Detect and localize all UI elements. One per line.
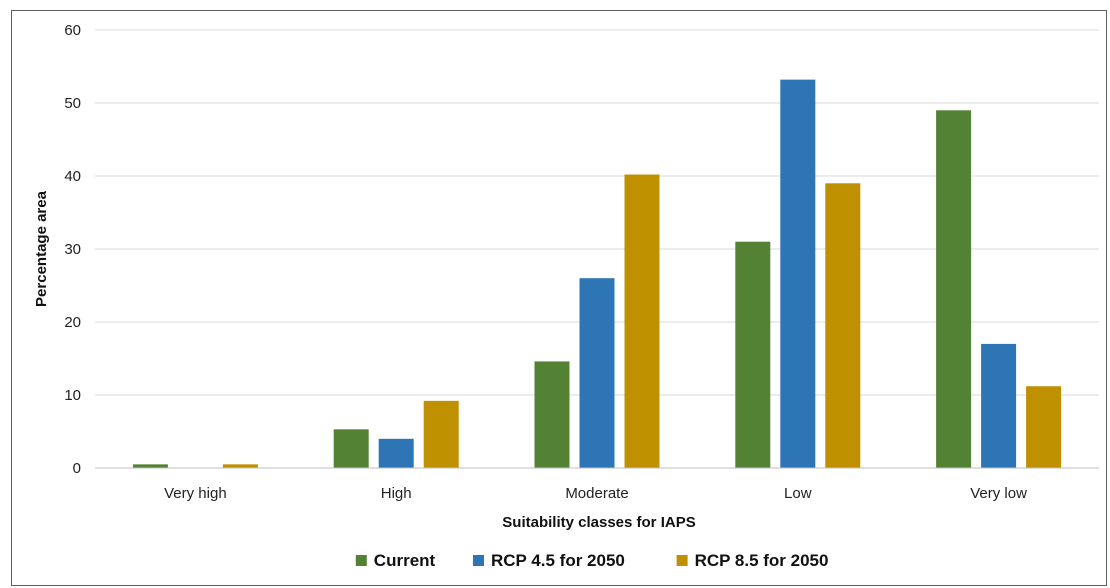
bar (981, 343, 1017, 468)
legend-swatch (473, 555, 484, 566)
x-tick-label: Very high (164, 485, 227, 502)
bar (825, 183, 861, 469)
chart-frame: 0 10 20 30 40 50 60 Very high High Moderate Low Ve… (11, 10, 1107, 586)
y-tick-label: 50 (64, 95, 81, 112)
legend-label: RCP 4.5 for 2050 (491, 551, 625, 570)
gridlines (95, 29, 1099, 396)
x-tick-label: High (381, 485, 412, 502)
x-tick-label: Very low (970, 485, 1027, 502)
bar (423, 400, 459, 468)
bar (333, 429, 369, 468)
bar (378, 438, 414, 468)
x-axis-label: Suitability classes for IAPS (502, 514, 695, 531)
bar (579, 278, 615, 468)
legend-swatch (676, 555, 688, 566)
y-axis-label: Percentage area (33, 190, 50, 307)
legend-label: RCP 8.5 for 2050 (695, 551, 829, 570)
x-axis-ticks: Very high High Moderate Low Very low (164, 485, 1027, 502)
y-tick-label: 0 (73, 460, 81, 477)
bar (132, 464, 168, 468)
x-tick-label: Moderate (565, 485, 628, 502)
x-tick-label: Low (784, 485, 812, 502)
bar (1026, 386, 1062, 468)
legend-swatch (355, 555, 367, 566)
y-tick-label: 20 (64, 314, 81, 331)
bar (936, 110, 972, 469)
y-tick-label: 30 (64, 241, 81, 258)
y-tick-label: 60 (64, 22, 81, 39)
legend-label: Current (374, 551, 436, 570)
y-tick-label: 40 (64, 168, 81, 185)
bar (735, 241, 771, 468)
y-axis-ticks: 0 10 20 30 40 50 60 (64, 22, 81, 477)
bar (534, 361, 570, 468)
bars (132, 79, 1062, 469)
bar (780, 79, 816, 468)
bar (222, 464, 258, 468)
y-tick-label: 10 (64, 387, 81, 404)
bar (624, 174, 660, 469)
legend: Current RCP 4.5 for 2050 RCP 8.5 for 2050 (355, 551, 829, 570)
